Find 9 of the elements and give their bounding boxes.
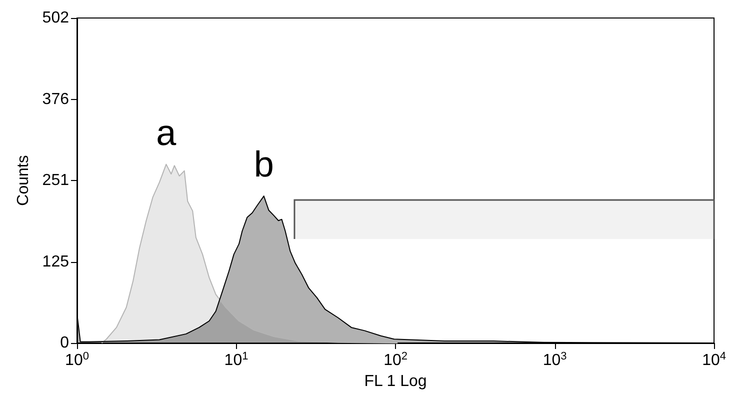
y-tick-label: 251 — [42, 172, 70, 189]
y-tick-label: 0 — [60, 334, 70, 352]
y-tick-label: 502 — [42, 10, 70, 26]
x-axis-title: FL 1 Log — [364, 372, 427, 390]
y-tick-label: 125 — [42, 254, 70, 271]
y-tick-label: 376 — [42, 91, 70, 108]
series-label: a — [156, 112, 178, 153]
y-axis-title: Counts — [14, 155, 32, 206]
series-label: b — [254, 144, 274, 185]
